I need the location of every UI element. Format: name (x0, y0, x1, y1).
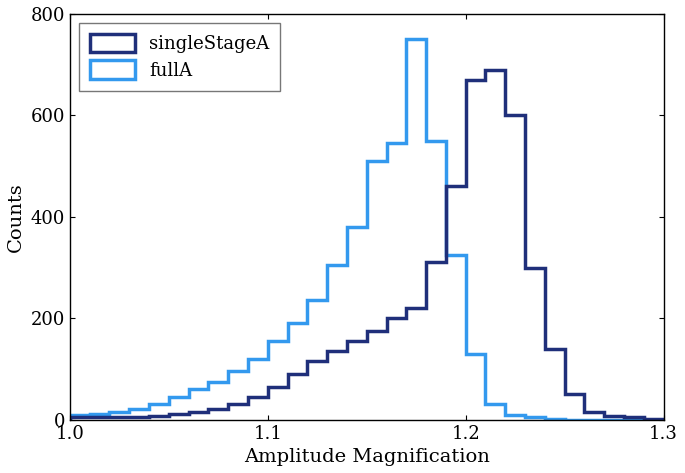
X-axis label: Amplitude Magnification: Amplitude Magnification (244, 448, 490, 466)
Y-axis label: Counts: Counts (7, 182, 25, 252)
Legend: singleStageA, fullA: singleStageA, fullA (79, 23, 280, 90)
